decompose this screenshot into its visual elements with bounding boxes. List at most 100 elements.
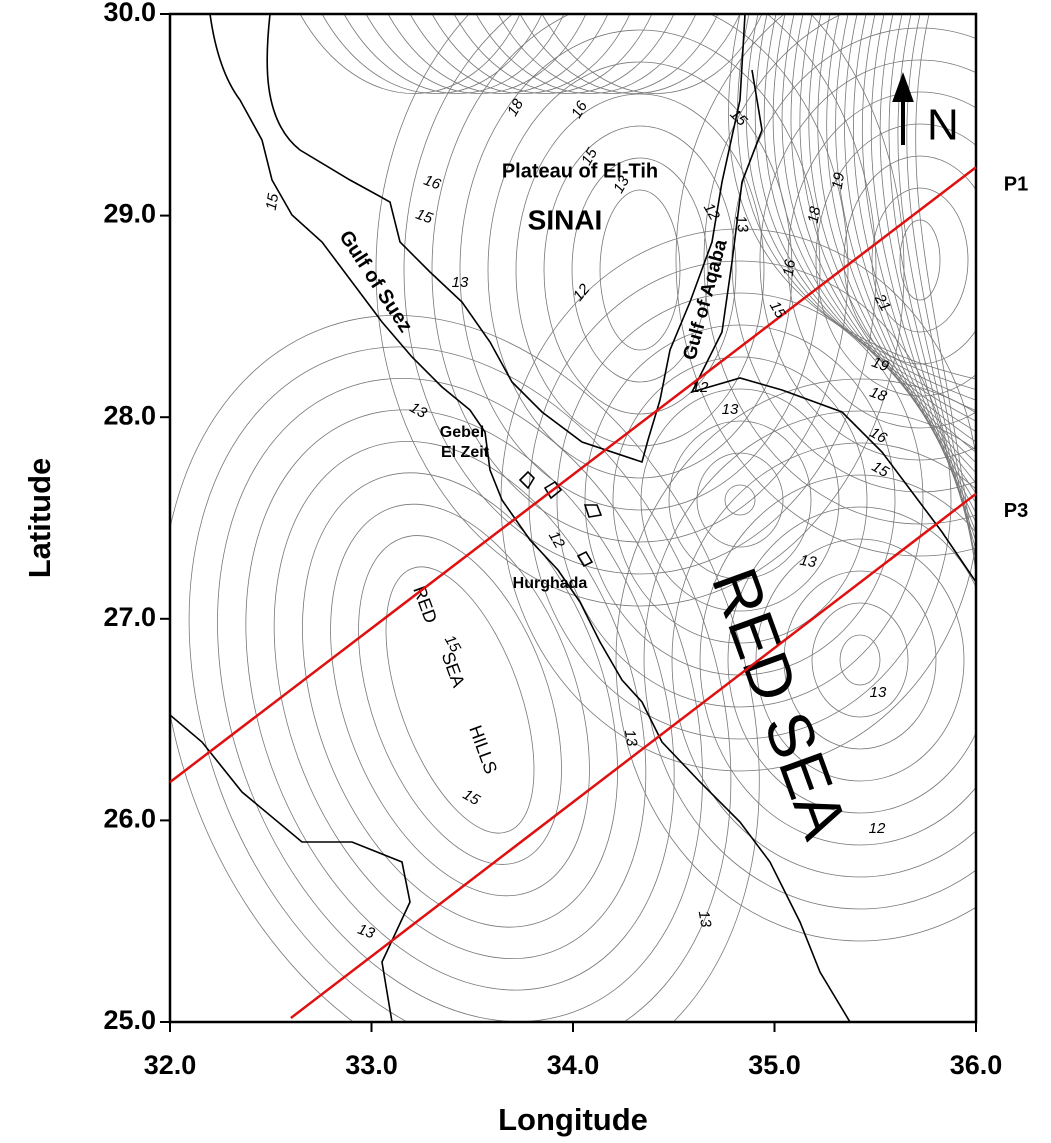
contour-line [515,93,765,447]
contour-line [453,14,675,94]
contour-line [556,292,924,708]
x-axis-label: Longitude [498,1102,648,1137]
contour-label: 15 [766,298,789,322]
x-tick-label: 35.0 [748,1050,801,1080]
contour-label: 13 [798,552,818,572]
contour-label: 12 [692,379,709,396]
contour-line [431,14,653,94]
contour-label: 13 [870,684,887,701]
contour-line [759,59,976,461]
contour-line [696,452,784,548]
place-label: SINAI [528,204,603,235]
contour-label: 12 [570,280,594,304]
contour-label: 13 [695,909,715,929]
contour-line [915,14,976,577]
contour-line [403,14,877,575]
x-tick-label: 36.0 [950,1050,1003,1080]
y-axis-label: Latitude [22,458,57,579]
contour-line [675,14,976,557]
contour-line [541,14,763,94]
contour-line [615,378,976,942]
contour-line [321,14,543,94]
contour-label: 12 [700,200,723,224]
contour-line [799,14,976,464]
place-label: HILLS [465,723,501,777]
contour-line [870,14,976,543]
contour-line [755,538,965,782]
contour-line [783,570,937,750]
contour-line [385,566,535,834]
y-tick-label: 27.0 [103,602,156,632]
contour-line [668,420,812,580]
contour-label: 13 [610,173,633,197]
x-tick-label: 34.0 [547,1050,600,1080]
contour-label: 18 [805,205,825,225]
contour-line [599,189,681,351]
north-label: N [927,101,959,150]
x-tick-label: 33.0 [345,1050,398,1080]
contour-label: 15 [726,106,750,130]
contour-layer [170,14,976,1022]
contour-line [487,61,793,479]
contour-label: 15 [413,206,435,228]
contour-line [844,14,976,514]
contour-label: 16 [421,172,443,194]
place-label: Gulf of Aqaba [679,237,731,362]
contour-line [528,260,952,740]
contour-label: 13 [722,401,739,418]
contour-label: 15 [578,145,601,169]
contour-line [790,14,976,453]
contour-label: 19 [829,171,849,191]
contour-line [811,602,909,718]
place-label: Hurghada [513,575,588,592]
contour-label: 13 [732,214,752,234]
contour-label: 16 [867,424,891,447]
y-tick-label: 28.0 [103,400,156,430]
y-tick-label: 26.0 [103,804,156,834]
profile-line [169,166,977,784]
contour-line [839,634,881,686]
contour-line [188,346,732,1022]
contour-line [781,14,976,443]
contour-line [612,356,868,644]
coastline-sinai [266,14,746,464]
contour-label: 15 [441,632,464,656]
y-tick-label: 29.0 [103,199,156,229]
contour-line [746,14,976,401]
contour-label: 13 [621,728,641,748]
place-label: Gebel [440,424,484,441]
contour-line [343,14,565,94]
contour-line [787,91,976,429]
profile-label: P1 [1004,173,1028,195]
contour-line [475,14,697,94]
contour-line [879,14,976,552]
islands [518,470,603,568]
contour-line [853,14,976,524]
contour-line [871,187,969,333]
contour-label: 12 [545,528,568,552]
contour-line [699,474,976,846]
contour-line [273,440,647,960]
contour-line [299,14,521,94]
contour-label: 13 [407,399,431,422]
contour-line [358,535,562,865]
contour-line [772,14,976,433]
contour-line [754,14,976,412]
place-label: SEA [438,649,469,690]
contour-line [737,14,976,390]
contour-line [431,14,849,543]
contour-line [330,503,590,897]
contour-line [500,228,976,772]
contour-line [245,409,675,991]
place-label: RED [409,583,441,626]
contour-line [731,27,976,493]
profile-label: P3 [1004,500,1028,522]
contour-line [888,14,976,560]
contour-line [643,410,976,910]
contour-line [571,157,709,383]
contour-line [763,14,976,422]
profile-line [290,492,977,1019]
place-label: El Zeit [441,444,490,461]
contour-line [808,14,976,474]
contour-line [365,14,587,94]
